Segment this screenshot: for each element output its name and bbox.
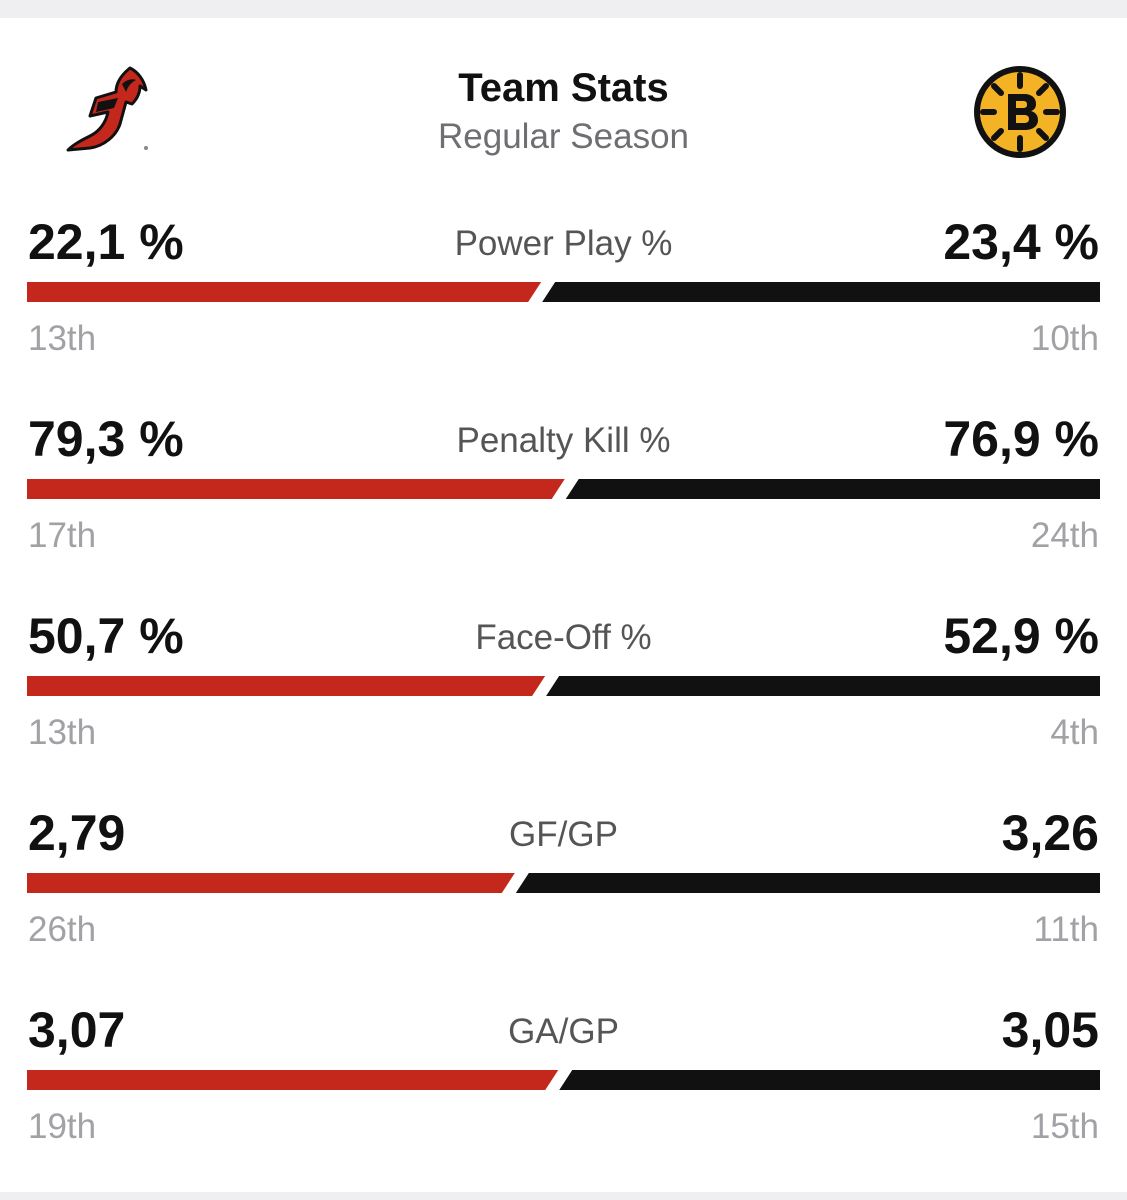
home-bar (27, 479, 565, 499)
home-bar (27, 282, 542, 302)
away-value: 76,9 % (943, 411, 1099, 467)
page-subtitle: Regular Season (438, 117, 689, 156)
away-bar (559, 1070, 1100, 1090)
stat-row-penalty-kill: 79,3 % Penalty Kill % 76,9 % 17th 24th (0, 411, 1127, 608)
comparison-bar (27, 479, 1100, 499)
stat-row-ga-gp: 3,07 GA/GP 3,05 19th 15th (0, 1002, 1127, 1199)
away-value: 23,4 % (943, 214, 1099, 270)
away-rank: 10th (1030, 319, 1099, 358)
stat-row-face-off: 50,7 % Face-Off % 52,9 % 13th 4th (0, 608, 1127, 805)
home-bar (27, 873, 515, 893)
away-bar (546, 676, 1100, 696)
home-value: 3,07 (28, 1002, 126, 1058)
away-value: 3,05 (1001, 1002, 1099, 1058)
home-value: 50,7 % (28, 608, 184, 664)
home-rank: 19th (28, 1107, 97, 1146)
away-bar (515, 873, 1100, 893)
away-rank: 15th (1030, 1107, 1099, 1146)
stat-label: Penalty Kill % (456, 421, 671, 460)
page-title: Team Stats (458, 66, 669, 110)
away-rank: 11th (1033, 910, 1099, 949)
stat-label: Face-Off % (475, 618, 652, 657)
comparison-bar (27, 676, 1100, 696)
away-bar (565, 479, 1100, 499)
home-rank: 17th (28, 516, 97, 555)
stat-label: GA/GP (508, 1012, 619, 1051)
away-rank: 24th (1030, 516, 1099, 555)
stat-row-power-play: 22,1 % Power Play % 23,4 % 13th 10th (0, 214, 1127, 411)
away-bar (542, 282, 1100, 302)
home-value: 79,3 % (28, 411, 184, 467)
new-jersey-devils-logo-icon (66, 66, 148, 152)
team-stats-card: Team Stats Regular Season 22,1 % Power P… (0, 18, 1127, 1192)
comparison-bar (27, 282, 1100, 302)
away-value: 3,26 (1001, 805, 1099, 861)
home-rank: 13th (28, 713, 97, 752)
home-rank: 26th (28, 910, 97, 949)
home-bar (27, 1070, 559, 1090)
boston-bruins-logo-icon (974, 66, 1066, 158)
home-value: 22,1 % (28, 214, 184, 270)
home-value: 2,79 (28, 805, 126, 861)
away-value: 52,9 % (943, 608, 1099, 664)
stat-label: Power Play % (454, 224, 673, 263)
stat-label: GF/GP (509, 815, 618, 854)
away-rank: 4th (1050, 713, 1099, 752)
home-bar (27, 676, 546, 696)
stats-header: Team Stats Regular Season (0, 18, 1127, 178)
home-rank: 13th (28, 319, 97, 358)
comparison-bar (27, 1070, 1100, 1090)
stat-row-gf-gp: 2,79 GF/GP 3,26 26th 11th (0, 805, 1127, 1002)
comparison-bar (27, 873, 1100, 893)
